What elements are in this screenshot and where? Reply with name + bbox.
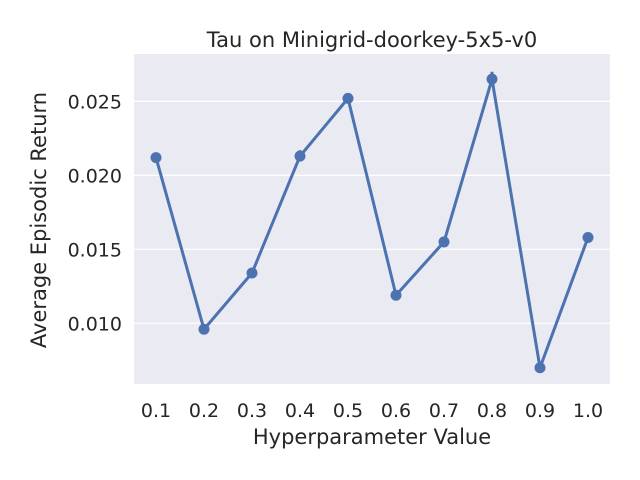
series-line-0 [154, 77, 590, 370]
x-axis-label: Hyperparameter Value [253, 425, 491, 449]
x-tick-label-1: 0.2 [189, 400, 219, 422]
x-tick-label-6: 0.7 [429, 400, 459, 422]
data-point-1 [198, 323, 210, 335]
x-tick-label-8: 0.9 [525, 400, 555, 422]
series-layer [150, 71, 594, 374]
x-tick-label-2: 0.3 [237, 400, 267, 422]
data-point-8 [534, 362, 546, 374]
y-tick-label-3: 0.025 [68, 91, 122, 113]
y-tick-label-1: 0.015 [68, 239, 122, 261]
data-point-9 [582, 231, 594, 243]
data-point-6 [438, 236, 450, 248]
data-point-0 [150, 152, 162, 164]
x-tick-label-9: 1.0 [573, 400, 603, 422]
data-point-5 [390, 289, 402, 301]
grid-lines [134, 100, 610, 324]
x-tick-label-7: 0.8 [477, 400, 507, 422]
data-point-2 [246, 267, 258, 279]
plot-area [134, 54, 610, 384]
data-point-7 [486, 73, 498, 85]
y-tick-labels: 0.010 0.015 0.020 0.025 [68, 91, 122, 335]
x-tick-label-5: 0.6 [381, 400, 411, 422]
data-point-3 [294, 150, 306, 162]
y-axis-label: Average Episodic Return [27, 92, 51, 348]
y-tick-label-2: 0.020 [68, 165, 122, 187]
chart-title: Tau on Minigrid-doorkey-5x5-v0 [206, 28, 537, 52]
data-point-4 [342, 92, 354, 104]
x-tick-label-3: 0.4 [285, 400, 315, 422]
x-tick-labels: 0.1 0.2 0.3 0.4 0.5 0.6 0.7 0.8 0.9 1.0 [141, 400, 603, 422]
y-tick-label-0: 0.010 [68, 313, 122, 335]
x-tick-label-0: 0.1 [141, 400, 171, 422]
x-tick-label-4: 0.5 [333, 400, 363, 422]
